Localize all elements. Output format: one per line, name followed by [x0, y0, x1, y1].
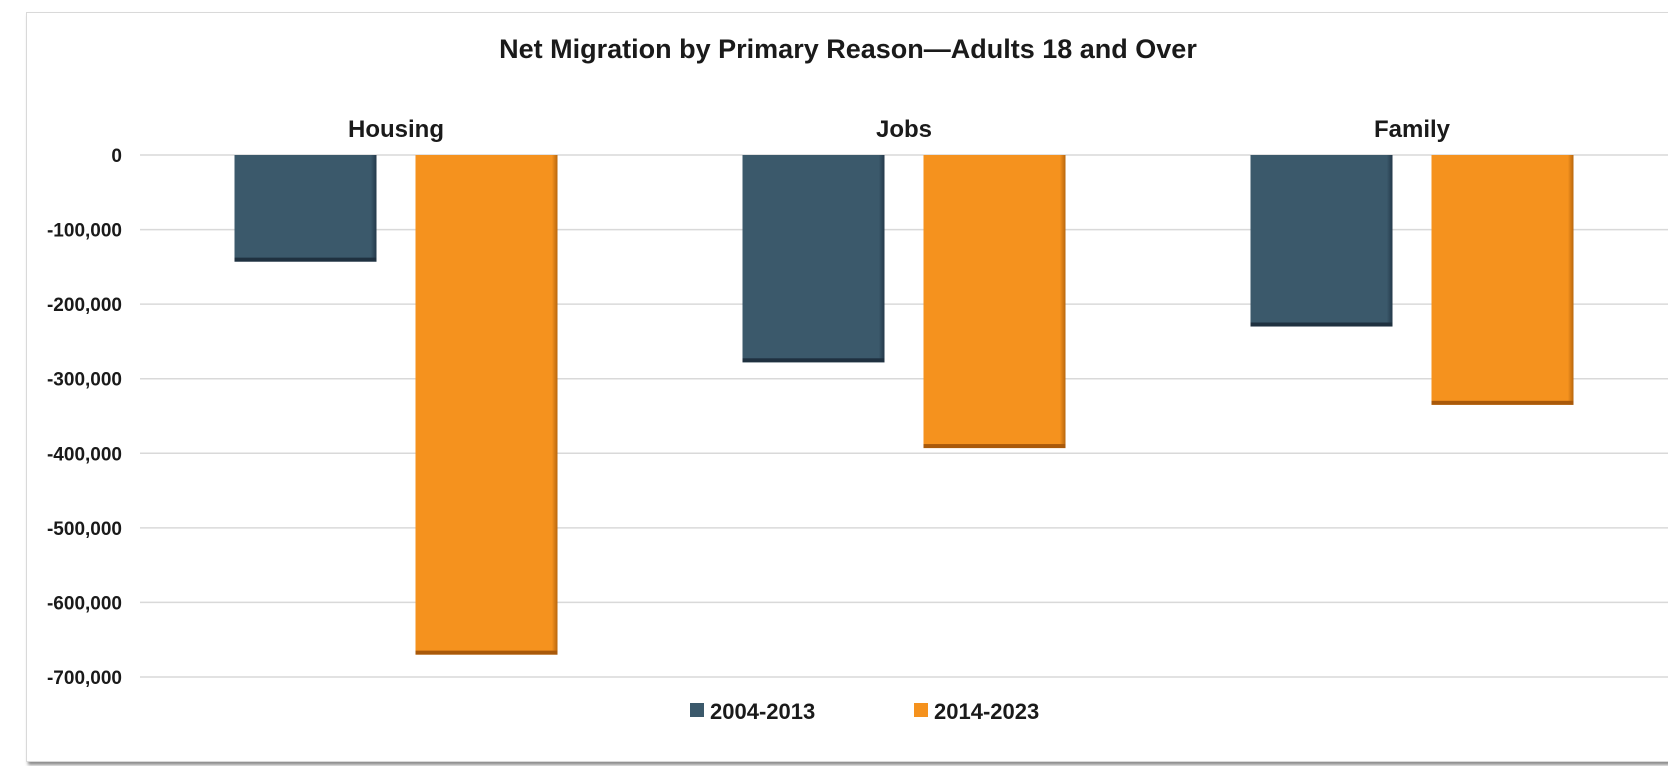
gridlines	[140, 154, 1668, 678]
y-tick-label: 0	[111, 146, 122, 167]
legend-swatch	[690, 703, 704, 717]
category-label: Housing	[348, 116, 444, 143]
y-tick-label: -700,000	[47, 668, 122, 689]
y-tick-label: -400,000	[47, 444, 122, 465]
y-tick-label: -600,000	[47, 593, 122, 614]
bar-edge	[415, 650, 558, 655]
y-axis: 0 -100,000 -200,000 -300,000 -400,000 -500,00…	[47, 146, 122, 689]
bar-2004-2013-jobs	[742, 155, 885, 363]
chart-title: Net Migration by Primary Reason—Adults 1…	[499, 34, 1197, 64]
y-tick-label: -100,000	[47, 221, 122, 242]
bar-edge	[234, 257, 377, 262]
legend-label: 2004-2013	[710, 699, 815, 724]
y-tick-label: -200,000	[47, 295, 122, 316]
bar-2004-2013-housing	[234, 155, 377, 262]
bar-2004-2013-family	[1250, 155, 1393, 327]
bar-edge	[1250, 322, 1393, 327]
bars	[234, 155, 1574, 655]
bar-edge	[923, 444, 1066, 449]
y-tick-label: -500,000	[47, 519, 122, 540]
chart-frame	[26, 12, 1668, 762]
legend-swatch	[914, 703, 928, 717]
legend-label: 2014-2023	[934, 699, 1039, 724]
category-label: Family	[1374, 116, 1451, 143]
category-labels: Housing Jobs Family	[348, 116, 1451, 143]
category-label: Jobs	[876, 116, 932, 143]
legend: 2004-2013 2014-2023	[690, 699, 1039, 724]
bar-2014-2023-jobs	[923, 155, 1066, 449]
bar-edge	[742, 358, 885, 363]
bar-2014-2023-housing	[415, 155, 558, 655]
bar-edge	[1431, 400, 1574, 405]
bar-2014-2023-family	[1431, 155, 1574, 405]
y-tick-label: -300,000	[47, 370, 122, 391]
